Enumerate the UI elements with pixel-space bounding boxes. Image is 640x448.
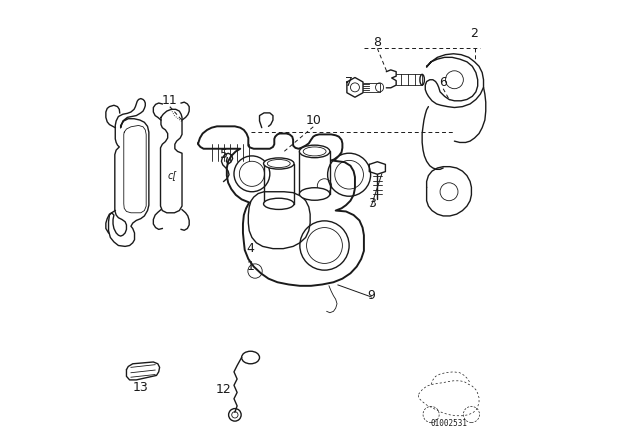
Ellipse shape xyxy=(376,83,383,92)
Text: 10: 10 xyxy=(305,114,321,128)
Text: 9: 9 xyxy=(367,289,376,302)
Text: 1: 1 xyxy=(246,260,255,273)
Ellipse shape xyxy=(420,74,424,85)
Circle shape xyxy=(445,71,463,89)
Ellipse shape xyxy=(241,351,260,364)
Ellipse shape xyxy=(300,188,330,200)
Text: 7: 7 xyxy=(345,76,353,90)
Text: 6: 6 xyxy=(439,76,447,90)
Text: 5: 5 xyxy=(220,148,228,161)
Text: 3: 3 xyxy=(367,197,376,211)
Text: 8: 8 xyxy=(373,36,381,49)
Ellipse shape xyxy=(300,145,330,158)
Circle shape xyxy=(228,409,241,421)
Circle shape xyxy=(440,183,458,201)
Text: 13: 13 xyxy=(133,381,148,394)
Text: 01002531: 01002531 xyxy=(431,419,468,428)
Text: 2: 2 xyxy=(470,27,479,40)
Ellipse shape xyxy=(264,158,294,169)
Text: 12: 12 xyxy=(216,383,232,396)
Text: 4: 4 xyxy=(246,242,255,255)
Text: c[: c[ xyxy=(168,170,177,180)
Ellipse shape xyxy=(264,198,294,209)
Text: 11: 11 xyxy=(162,94,178,108)
